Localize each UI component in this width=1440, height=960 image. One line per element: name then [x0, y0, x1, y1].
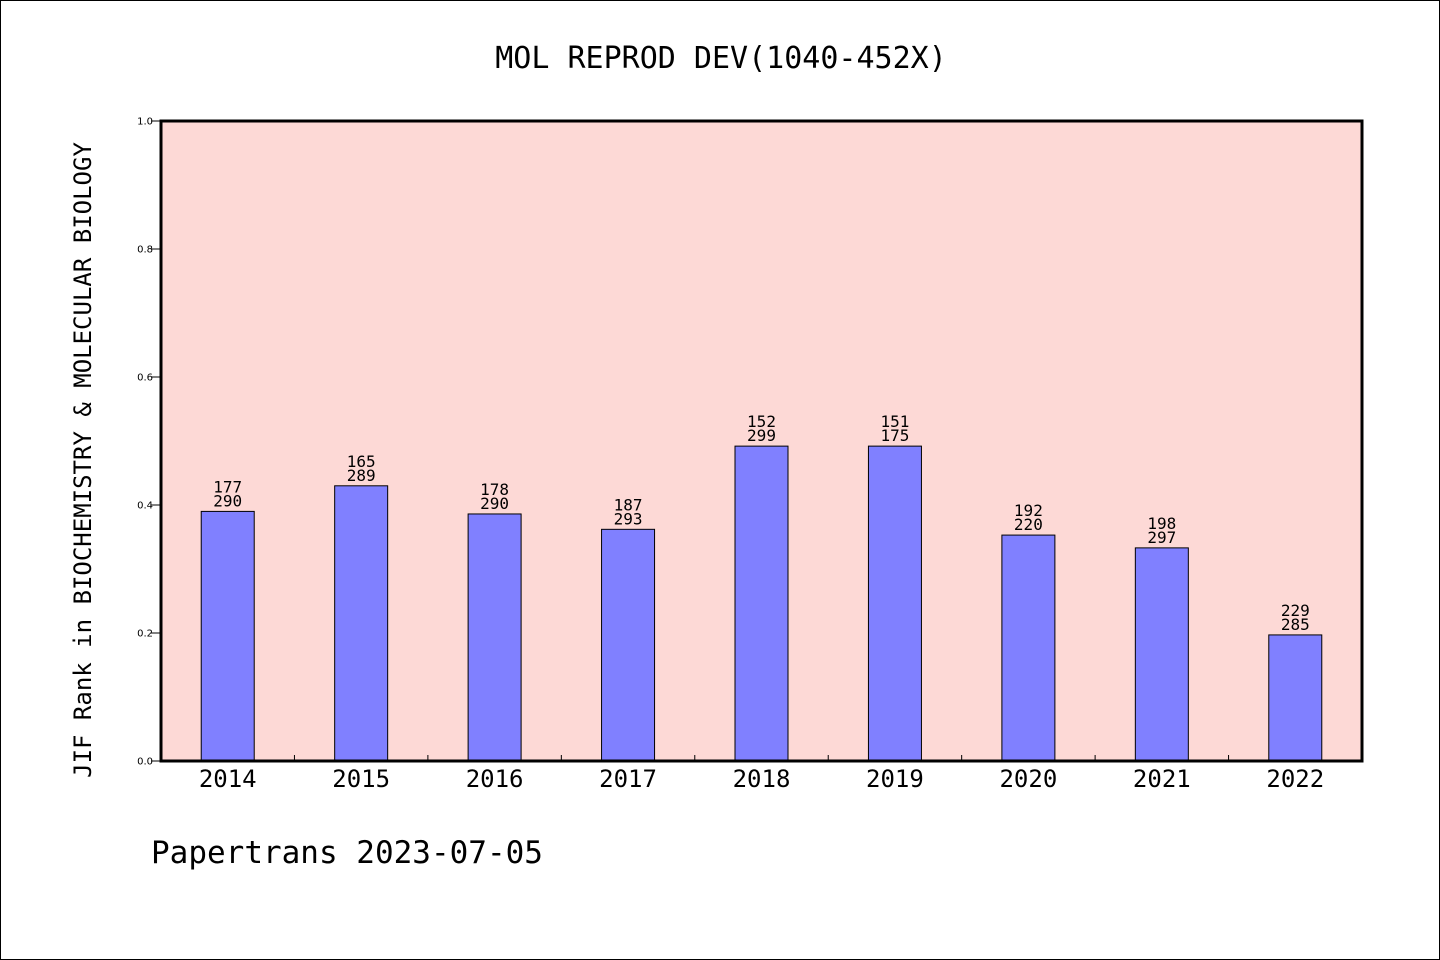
- x-tick-label: 2017: [599, 765, 657, 793]
- x-tick-label: 2018: [733, 765, 791, 793]
- bar-label-top: 165: [347, 452, 376, 471]
- x-axis-ticks: 2014 2015 2016 2017 2018 2019 2020 2021 2022: [199, 755, 1324, 793]
- bar-label-bottom: 220: [1014, 515, 1043, 534]
- y-tick-label: 0.2: [137, 629, 153, 640]
- bar-label-bottom: 297: [1147, 528, 1176, 547]
- bar-label-top: 192: [1014, 501, 1043, 520]
- bar-label-bottom: 175: [880, 426, 909, 445]
- bar-label-top: 187: [614, 495, 643, 514]
- y-tick-label: 0.0: [137, 757, 153, 768]
- bar-label-top: 229: [1281, 601, 1310, 620]
- x-tick-label: 2021: [1133, 765, 1191, 793]
- bar-label-bottom: 293: [614, 509, 643, 528]
- y-axis-ticks: 0.0 0.2 0.4 0.6 0.8 1.0: [137, 117, 161, 768]
- x-tick-label: 2014: [199, 765, 257, 793]
- bar: [867, 445, 922, 762]
- bar: [601, 528, 656, 762]
- x-tick-label: 2022: [1266, 765, 1324, 793]
- y-tick-label: 0.4: [137, 501, 153, 512]
- y-tick-label: 0.6: [137, 373, 153, 384]
- bar: [1001, 534, 1056, 762]
- y-tick-label: 1.0: [137, 117, 153, 128]
- x-tick-label: 2016: [466, 765, 524, 793]
- bar: [334, 485, 389, 762]
- bar-label-top: 152: [747, 412, 776, 431]
- bar: [1268, 634, 1323, 762]
- footer-credit: Papertrans 2023-07-05: [151, 835, 543, 871]
- y-axis-label: JIF Rank in BIOCHEMISTRY & MOLECULAR BIO…: [69, 142, 97, 778]
- bar-label-top: 198: [1147, 514, 1176, 533]
- y-tick-label: 0.8: [137, 245, 153, 256]
- bar-label-bottom: 289: [347, 466, 376, 485]
- bar-label-bottom: 290: [213, 491, 242, 510]
- bar: [200, 510, 255, 762]
- bar-label-top: 178: [480, 480, 509, 499]
- x-tick-label: 2015: [332, 765, 390, 793]
- bar-label-bottom: 299: [747, 426, 776, 445]
- bar-label-bottom: 290: [480, 494, 509, 513]
- bar: [734, 445, 789, 762]
- chart-title: MOL REPROD DEV(1040-452X): [495, 41, 947, 76]
- x-tick-label: 2020: [999, 765, 1057, 793]
- bar: [467, 513, 522, 762]
- bar-label-top: 177: [213, 477, 242, 496]
- bar-label-top: 151: [880, 412, 909, 431]
- bar: [1134, 547, 1189, 762]
- plot-border: [159, 119, 1364, 763]
- x-tick-label: 2019: [866, 765, 924, 793]
- bar-label-bottom: 285: [1281, 615, 1310, 634]
